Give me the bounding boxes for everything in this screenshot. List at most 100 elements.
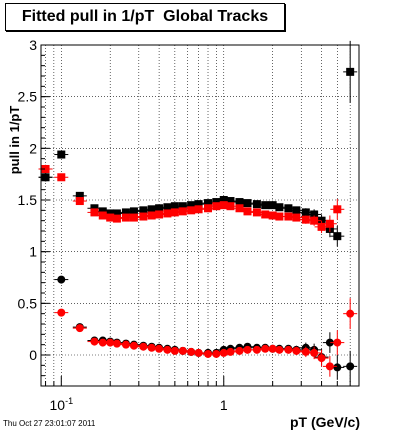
data-point bbox=[333, 205, 342, 214]
data-point bbox=[212, 202, 221, 211]
data-point bbox=[346, 309, 355, 318]
data-point bbox=[163, 345, 172, 354]
data-point bbox=[121, 340, 130, 349]
data-point bbox=[325, 362, 334, 371]
data-point bbox=[147, 211, 156, 220]
timestamp: Thu Oct 27 23:01:07 2011 bbox=[3, 419, 96, 428]
data-point bbox=[243, 207, 252, 216]
data-point bbox=[275, 212, 284, 221]
chart-title: Fitted pull in 1/pT Global Tracks bbox=[5, 3, 285, 31]
data-point bbox=[346, 362, 355, 371]
x-tick-label: 1 bbox=[220, 397, 228, 413]
data-point bbox=[226, 347, 235, 356]
data-point bbox=[194, 205, 203, 214]
x-tick-label: 10-1 bbox=[50, 396, 74, 413]
data-point bbox=[301, 215, 310, 224]
data-point bbox=[212, 349, 221, 358]
data-point bbox=[170, 202, 179, 211]
data-point bbox=[301, 208, 310, 217]
data-point bbox=[268, 201, 277, 210]
data-point bbox=[57, 308, 66, 317]
series-3 bbox=[38, 164, 358, 377]
data-point bbox=[155, 204, 164, 213]
data-point bbox=[139, 212, 148, 221]
data-point bbox=[333, 232, 342, 241]
data-point bbox=[317, 354, 326, 363]
data-point bbox=[204, 199, 213, 208]
y-tick-label: 3 bbox=[29, 37, 37, 53]
y-tick-label: 1.5 bbox=[18, 192, 38, 208]
series-0 bbox=[38, 40, 358, 247]
x-axis-label: pT (GeV/c) bbox=[290, 414, 360, 430]
data-point bbox=[292, 213, 301, 222]
data-point bbox=[112, 214, 121, 223]
data-point bbox=[301, 347, 310, 356]
data-point bbox=[57, 173, 66, 182]
data-point bbox=[106, 213, 115, 222]
data-point bbox=[268, 344, 277, 353]
data-point bbox=[212, 198, 221, 207]
data-point bbox=[292, 206, 301, 215]
data-point bbox=[194, 200, 203, 209]
data-point bbox=[310, 210, 319, 219]
data-point bbox=[243, 199, 252, 208]
data-point bbox=[194, 348, 203, 357]
y-tick-label: 0.5 bbox=[18, 295, 38, 311]
plot-frame bbox=[40, 44, 360, 387]
data-point bbox=[129, 207, 138, 216]
y-tick-label: 2.5 bbox=[18, 89, 38, 105]
data-point bbox=[163, 203, 172, 212]
data-point bbox=[155, 210, 164, 219]
data-point bbox=[252, 208, 261, 217]
y-tick-labels: 0 0.5 1 1.5 2 2.5 3 bbox=[18, 37, 38, 363]
data-point bbox=[187, 347, 196, 356]
data-point bbox=[41, 165, 50, 173]
data-point bbox=[204, 204, 213, 213]
data-point bbox=[75, 191, 84, 200]
data-point bbox=[98, 338, 107, 347]
data-point bbox=[75, 197, 84, 206]
data-point bbox=[325, 338, 334, 347]
data-point bbox=[90, 208, 99, 217]
data-point bbox=[226, 197, 235, 206]
data-point bbox=[333, 338, 342, 347]
data-point bbox=[317, 222, 326, 231]
data-point bbox=[121, 213, 130, 222]
y-axis-label: pull in 1/pT bbox=[7, 106, 22, 175]
data-point bbox=[112, 209, 121, 218]
data-point bbox=[57, 150, 66, 159]
data-point bbox=[235, 204, 244, 213]
data-point bbox=[90, 337, 99, 346]
data-point bbox=[139, 342, 148, 351]
data-marks bbox=[38, 40, 358, 382]
data-point bbox=[226, 202, 235, 211]
data-point bbox=[41, 173, 50, 182]
data-point bbox=[129, 341, 138, 350]
data-point bbox=[333, 363, 342, 372]
data-point bbox=[219, 196, 228, 204]
data-point bbox=[284, 212, 293, 221]
data-point bbox=[90, 204, 99, 213]
data-point bbox=[310, 348, 319, 357]
data-point bbox=[252, 200, 261, 209]
data-point bbox=[284, 204, 293, 213]
data-point bbox=[261, 344, 270, 353]
data-point bbox=[155, 344, 164, 353]
data-point bbox=[310, 216, 319, 225]
data-point bbox=[112, 339, 121, 348]
data-point bbox=[147, 343, 156, 352]
data-point bbox=[252, 345, 261, 354]
data-point bbox=[187, 201, 196, 210]
data-point bbox=[275, 203, 284, 212]
x-tick-labels: 10-1 1 bbox=[50, 396, 228, 413]
data-point bbox=[275, 345, 284, 354]
data-point bbox=[98, 207, 107, 216]
x-tick-label-exponent: -1 bbox=[65, 396, 73, 406]
data-point bbox=[129, 213, 138, 222]
data-point bbox=[106, 338, 115, 347]
data-point bbox=[121, 208, 130, 217]
y-tick-label: 1 bbox=[29, 244, 37, 260]
data-point bbox=[261, 201, 270, 210]
data-point bbox=[178, 346, 187, 355]
